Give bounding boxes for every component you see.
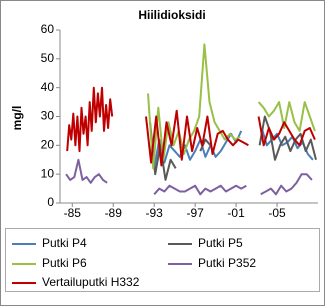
- x-tick-label: -05: [268, 206, 286, 220]
- x-tick-label: -01: [227, 206, 245, 220]
- y-tick-label: 60: [41, 22, 55, 36]
- legend-label: Putki P6: [42, 256, 87, 270]
- x-tick-label: -85: [64, 206, 82, 220]
- y-tick-label: 20: [41, 138, 55, 152]
- y-tick-label: 50: [41, 51, 55, 65]
- x-tick-label: -97: [186, 206, 204, 220]
- y-axis-label: mg/l: [10, 106, 24, 131]
- x-tick-label: -89: [105, 206, 123, 220]
- y-tick-label: 40: [41, 80, 55, 94]
- series-line: [66, 86, 316, 167]
- legend-label: Putki P5: [198, 236, 243, 250]
- legend-label: Vertailuputki H332: [42, 275, 140, 289]
- legend-box: [5, 228, 320, 292]
- series-line: [147, 43, 316, 170]
- y-tick-label: 0: [47, 195, 54, 209]
- y-tick-label: 10: [41, 166, 55, 180]
- y-tick-label: 30: [41, 109, 55, 123]
- legend-label: Putki P352: [198, 256, 256, 270]
- x-tick-label: -93: [146, 206, 164, 220]
- legend-label: Putki P4: [42, 236, 87, 250]
- chart-title: Hiilidioksidi: [138, 8, 205, 22]
- series-line: [65, 158, 313, 196]
